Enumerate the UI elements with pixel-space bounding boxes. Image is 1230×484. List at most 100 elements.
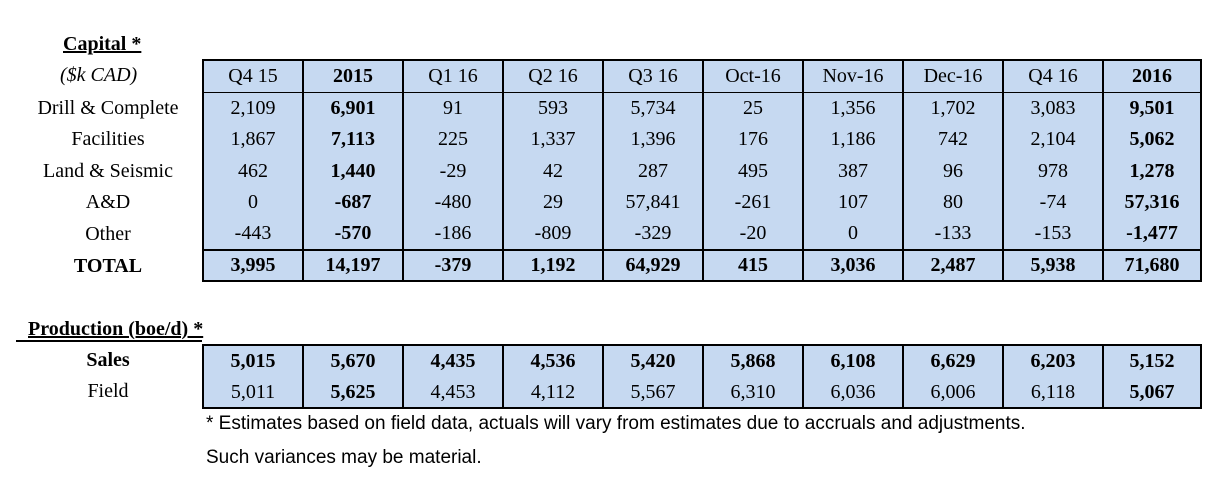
table-cell: -133	[902, 218, 1004, 250]
table-cell: 6,901	[302, 92, 404, 124]
table-cell: 1,396	[602, 124, 704, 155]
row-label-a-and-d: A&D	[85, 191, 131, 213]
table-row: -443 -570 -186 -809 -329 -20 0 -133 -153…	[202, 218, 1202, 250]
table-cell: 5,152	[1102, 344, 1202, 377]
table-cell: 6,006	[902, 377, 1004, 409]
table-row: 5,011 5,625 4,453 4,112 5,567 6,310 6,03…	[202, 377, 1202, 409]
table-cell: 1,356	[802, 92, 904, 124]
table-cell: 6,036	[802, 377, 904, 409]
table-cell: 5,567	[602, 377, 704, 409]
production-table: 5,015 5,670 4,435 4,536 5,420 5,868 6,10…	[202, 344, 1202, 409]
total-cell: 64,929	[602, 249, 704, 282]
column-header: 2016	[1102, 59, 1202, 93]
table-cell: -186	[402, 218, 504, 250]
production-title-underline	[16, 340, 202, 342]
capital-title: Capital *	[63, 33, 142, 55]
table-cell: 7,113	[302, 124, 404, 155]
table-row: 5,015 5,670 4,435 4,536 5,420 5,868 6,10…	[202, 344, 1202, 377]
column-header: Q1 16	[402, 59, 504, 93]
row-label-drill-complete: Drill & Complete	[37, 97, 179, 119]
total-cell: 1,192	[502, 249, 604, 282]
table-cell: 4,435	[402, 344, 504, 377]
total-cell: 3,036	[802, 249, 904, 282]
column-header: Q4 15	[202, 59, 304, 93]
row-label-total: TOTAL	[73, 255, 143, 277]
table-cell: 5,067	[1102, 377, 1202, 409]
table-cell: 495	[702, 155, 804, 187]
table-cell: -29	[402, 155, 504, 187]
table-cell: 5,625	[302, 377, 404, 409]
table-cell: 42	[502, 155, 604, 187]
capital-header-row: Q4 15 2015 Q1 16 Q2 16 Q3 16 Oct-16 Nov-…	[202, 59, 1202, 93]
column-header: Q4 16	[1002, 59, 1104, 93]
table-cell: 96	[902, 155, 1004, 187]
table-cell: 0	[802, 218, 904, 250]
total-cell: 71,680	[1102, 249, 1202, 282]
production-title: Production (boe/d) *	[28, 318, 204, 340]
table-cell: -809	[502, 218, 604, 250]
table-cell: 25	[702, 92, 804, 124]
total-cell: 3,995	[202, 249, 304, 282]
total-cell: 2,487	[902, 249, 1004, 282]
table-cell: 6,118	[1002, 377, 1104, 409]
table-cell: -480	[402, 187, 504, 218]
row-label-facilities: Facilities	[71, 128, 145, 150]
table-cell: 176	[702, 124, 804, 155]
table-cell: 57,316	[1102, 187, 1202, 218]
table-cell: 107	[802, 187, 904, 218]
table-cell: 57,841	[602, 187, 704, 218]
table-cell: 6,629	[902, 344, 1004, 377]
row-label-sales: Sales	[86, 349, 130, 371]
table-cell: -329	[602, 218, 704, 250]
table-cell: 5,015	[202, 344, 304, 377]
table-cell: 1,702	[902, 92, 1004, 124]
table-cell: 1,337	[502, 124, 604, 155]
column-header: Q3 16	[602, 59, 704, 93]
table-cell: 287	[602, 155, 704, 187]
total-row: 3,995 14,197 -379 1,192 64,929 415 3,036…	[202, 249, 1202, 282]
table-cell: 5,868	[702, 344, 804, 377]
table-cell: 91	[402, 92, 504, 124]
table-cell: -443	[202, 218, 304, 250]
table-cell: 225	[402, 124, 504, 155]
table-cell: 1,186	[802, 124, 904, 155]
table-cell: 2,104	[1002, 124, 1104, 155]
table-cell: 5,420	[602, 344, 704, 377]
table-row: 1,867 7,113 225 1,337 1,396 176 1,186 74…	[202, 124, 1202, 155]
table-cell: 5,011	[202, 377, 304, 409]
table-cell: 4,112	[502, 377, 604, 409]
table-cell: 1,867	[202, 124, 304, 155]
table-row: 462 1,440 -29 42 287 495 387 96 978 1,27…	[202, 155, 1202, 187]
total-cell: 5,938	[1002, 249, 1104, 282]
table-cell: -687	[302, 187, 404, 218]
table-cell: 80	[902, 187, 1004, 218]
table-cell: -153	[1002, 218, 1104, 250]
table-cell: 4,536	[502, 344, 604, 377]
table-cell: 4,453	[402, 377, 504, 409]
column-header: Nov-16	[802, 59, 904, 93]
table-cell: 978	[1002, 155, 1104, 187]
table-cell: 9,501	[1102, 92, 1202, 124]
column-header: Dec-16	[902, 59, 1004, 93]
table-cell: 5,670	[302, 344, 404, 377]
table-cell: -1,477	[1102, 218, 1202, 250]
table-cell: 1,440	[302, 155, 404, 187]
table-cell: 3,083	[1002, 92, 1104, 124]
table-cell: 6,203	[1002, 344, 1104, 377]
row-label-other: Other	[85, 223, 131, 245]
table-cell: 1,278	[1102, 155, 1202, 187]
table-cell: 29	[502, 187, 604, 218]
total-cell: 415	[702, 249, 804, 282]
total-cell: 14,197	[302, 249, 404, 282]
column-header: Oct-16	[702, 59, 804, 93]
table-cell: 6,108	[802, 344, 904, 377]
total-cell: -379	[402, 249, 504, 282]
table-row: 2,109 6,901 91 593 5,734 25 1,356 1,702 …	[202, 92, 1202, 124]
table-cell: -261	[702, 187, 804, 218]
table-row: 0 -687 -480 29 57,841 -261 107 80 -74 57…	[202, 187, 1202, 218]
row-label-land-seismic: Land & Seismic	[43, 160, 173, 182]
column-header: Q2 16	[502, 59, 604, 93]
column-header: 2015	[302, 59, 404, 93]
footnote-line-2: Such variances may be material.	[206, 447, 482, 468]
table-cell: 5,734	[602, 92, 704, 124]
